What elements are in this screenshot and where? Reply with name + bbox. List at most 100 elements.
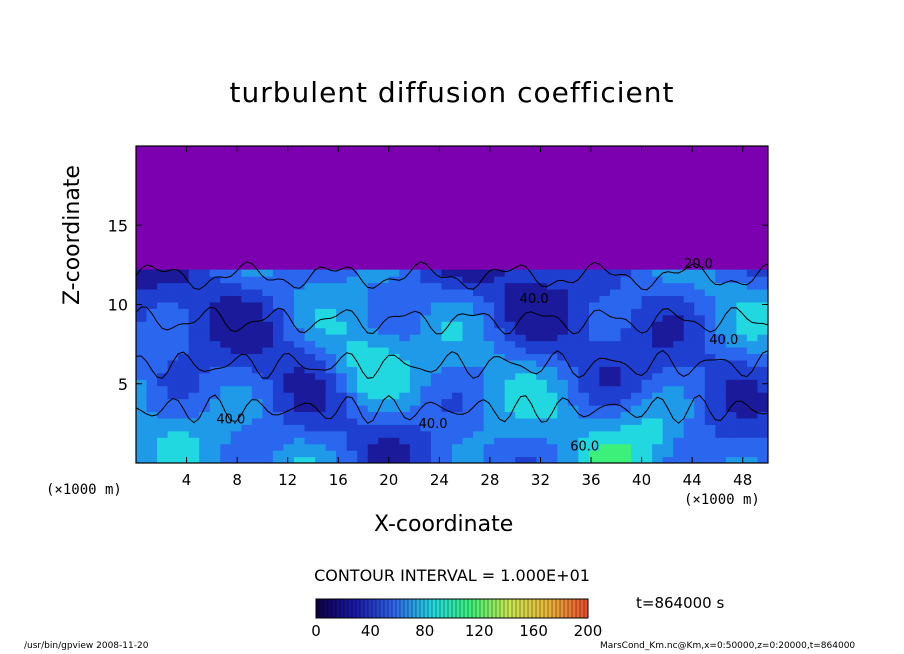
field-cell [652,456,664,463]
colorbar-tick-label: 80 [415,622,434,640]
field-cell [757,443,768,451]
field-cell [631,450,643,458]
field-cell [357,398,369,406]
x-tick-label: 32 [531,471,550,489]
field-cell [167,372,179,380]
field-cell [283,327,295,335]
field-cell [420,295,432,303]
field-cell [620,385,632,393]
field-cell [230,385,242,393]
field-cell [251,276,263,284]
field-cell [230,456,242,463]
field-cell [209,276,221,284]
field-cell [167,359,179,367]
field-cell [683,276,695,284]
field-cell [157,417,169,425]
field-cell [641,379,653,387]
field-cell [715,392,727,400]
field-cell [746,295,759,303]
field-cell [346,321,358,329]
field-cell [715,276,727,284]
field-cell [357,456,369,463]
field-cell [367,379,379,387]
field-cell [557,276,569,284]
field-cell [620,301,632,309]
field-cell [725,417,737,425]
field-cell [167,366,179,374]
field-cell [378,379,390,387]
field-cell [315,379,327,387]
field-cell [441,340,453,348]
field-cell [357,282,369,290]
field-cell [178,340,190,348]
field-cell [736,359,748,367]
field-cell [725,450,737,458]
field-cell [715,269,727,277]
field-cell [420,282,432,290]
field-cell [199,366,211,374]
field-cell [346,404,358,413]
field-cell [178,321,190,329]
field-cell [178,353,190,361]
field-cell [736,411,748,419]
field-cell [346,398,358,406]
field-cell [220,359,232,367]
field-cell [304,424,316,432]
field-cell [736,276,748,284]
field-cell [325,295,337,303]
field-cell [599,353,611,361]
field-cell [610,308,622,316]
field-cell [662,366,674,374]
field-cell [483,385,495,393]
field-cell [578,456,590,463]
field-cell [483,430,495,438]
field-cell [199,359,211,367]
field-cell [473,334,485,342]
field-cell [620,321,632,329]
field-cell [473,346,485,355]
field-cell [220,295,232,303]
field-cell [420,411,432,419]
field-cell [652,443,664,451]
y-tick-label: 15 [108,216,128,235]
field-cell [652,372,664,380]
field-cell [483,276,495,284]
field-cell [578,276,590,284]
field-cell [304,443,316,451]
field-cell [536,288,548,297]
field-cell [146,430,158,438]
field-cell [357,276,369,284]
field-cell [452,288,464,297]
field-cell [241,417,253,425]
field-cell [736,288,748,297]
field-cell [157,308,169,316]
field-cell [357,385,369,393]
field-cell [136,450,148,458]
field-cell [241,314,253,322]
field-cell [262,359,274,367]
field-cell [610,346,622,355]
field-cell [620,366,632,374]
field-cell [272,308,285,316]
field-cell [725,308,737,316]
field-cell [536,346,548,355]
field-cell [525,346,537,355]
field-cell [452,295,464,303]
field-cell [136,340,148,348]
field-cell [599,308,611,316]
field-cell [430,411,443,419]
field-cell [178,359,190,367]
field-cell [536,379,548,387]
field-cell [199,295,211,303]
field-cell [230,301,242,309]
field-cell [230,334,242,342]
colorbar-swatch [416,599,421,618]
field-cell [620,346,632,355]
field-cell [283,411,295,419]
field-cell [136,417,148,425]
field-cell [452,314,464,322]
field-cell [315,392,327,400]
field-cell [494,417,506,425]
field-cell [452,411,464,419]
field-cell [262,424,274,432]
